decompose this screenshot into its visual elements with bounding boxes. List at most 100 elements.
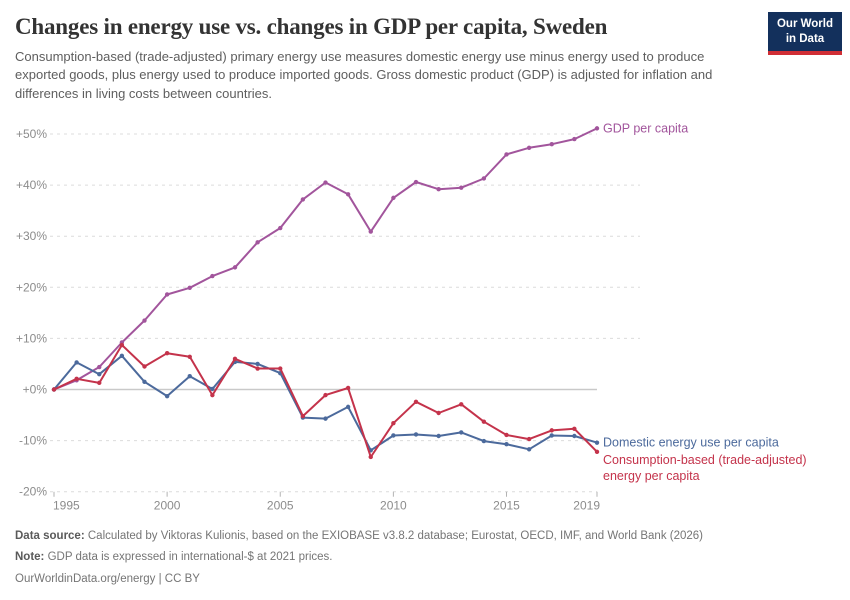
note-label: Note: [15,551,45,564]
data-point-domestic-energy-use-per-capita [391,433,396,438]
data-point-consumption-based-trade-adjusted-energy-per-capita [51,387,57,392]
data-point-consumption-based-trade-adjusted-energy-per-capita [481,419,487,424]
owid-url: OurWorldinData.org/energy | CC BY [15,572,200,585]
data-point-consumption-based-trade-adjusted-energy-per-capita [278,366,283,371]
data-point-gdp-per-capita [572,136,577,142]
data-point-gdp-per-capita [459,185,464,190]
x-axis-label: 2010 [380,499,407,513]
data-point-domestic-energy-use-per-capita [526,447,532,452]
data-point-gdp-per-capita [594,126,600,131]
x-axis-label: 2015 [493,499,520,513]
data-point-gdp-per-capita [345,192,351,197]
data-point-gdp-per-capita [278,225,283,231]
y-axis-label: +50% [16,127,47,141]
data-point-gdp-per-capita [323,180,328,185]
data-point-consumption-based-trade-adjusted-energy-per-capita [74,376,79,381]
data-point-domestic-energy-use-per-capita [255,361,260,367]
data-point-consumption-based-trade-adjusted-energy-per-capita [368,454,373,460]
data-point-gdp-per-capita [413,179,419,185]
data-point-consumption-based-trade-adjusted-energy-per-capita [255,366,260,371]
y-axis-label: +0% [23,383,48,397]
data-point-domestic-energy-use-per-capita [97,371,102,377]
series-label-gdp-per-capita: GDP per capita [603,121,688,135]
data-point-consumption-based-trade-adjusted-energy-per-capita [210,392,215,398]
data-point-consumption-based-trade-adjusted-energy-per-capita [526,436,532,442]
series-label-consumption-based-trade-adjusted-energy-per-capita: energy per capita [603,469,700,483]
data-point-domestic-energy-use-per-capita [436,433,441,439]
chart-header: Changes in energy use vs. changes in GDP… [15,14,755,103]
data-point-domestic-energy-use-per-capita [187,374,192,379]
data-point-consumption-based-trade-adjusted-energy-per-capita [594,449,600,455]
data-point-consumption-based-trade-adjusted-energy-per-capita [436,410,441,416]
data-point-consumption-based-trade-adjusted-energy-per-capita [459,402,464,407]
data-point-gdp-per-capita [481,176,487,181]
data-point-consumption-based-trade-adjusted-energy-per-capita [300,413,306,419]
line-chart: +50% +40% +30% +20% +10% +0% -10% -20% 1995 2000 2… [16,121,807,513]
data-point-domestic-energy-use-per-capita [74,360,79,365]
data-point-consumption-based-trade-adjusted-energy-per-capita [572,426,577,432]
owid-logo-line2: in Data [785,32,825,45]
data-point-gdp-per-capita [526,145,532,150]
chart-subtitle: Consumption-based (trade-adjusted) prima… [15,49,713,101]
series-line-gdp-per-capita [53,127,598,391]
data-point-gdp-per-capita [97,364,102,370]
series-label-consumption-based-trade-adjusted-energy-per-capita: Consumption-based (trade-adjusted) [603,453,807,467]
data-point-gdp-per-capita [504,152,509,157]
y-axis-label: +20% [16,280,47,294]
data-point-domestic-energy-use-per-capita [549,433,554,438]
data-source-label: Data source: [15,530,85,542]
data-point-domestic-energy-use-per-capita [323,416,328,421]
data-source-line: Data source: Calculated by Viktoras Kuli… [15,529,703,544]
data-point-consumption-based-trade-adjusted-energy-per-capita [142,364,147,369]
owid-logo-line1: Our World [776,18,833,30]
data-point-domestic-energy-use-per-capita [345,404,351,410]
data-point-gdp-per-capita [255,240,260,245]
data-point-domestic-energy-use-per-capita [413,432,419,437]
data-point-domestic-energy-use-per-capita [504,441,509,447]
data-point-gdp-per-capita [300,197,306,202]
data-point-gdp-per-capita [142,318,147,323]
data-point-consumption-based-trade-adjusted-energy-per-capita [504,432,509,438]
data-point-consumption-based-trade-adjusted-energy-per-capita [187,354,192,359]
y-axis-label: -20% [19,485,47,499]
data-point-gdp-per-capita [210,273,215,279]
data-point-gdp-per-capita [391,195,396,201]
data-point-domestic-energy-use-per-capita [481,438,487,444]
data-point-consumption-based-trade-adjusted-energy-per-capita [232,356,238,362]
x-axis-label: 1995 [53,499,80,513]
y-axis-label: +40% [16,178,47,192]
owid-logo: Our World in Data [768,12,842,55]
y-axis-label: +10% [16,331,47,345]
note-line: Note: GDP data is expressed in internati… [15,550,703,565]
data-point-consumption-based-trade-adjusted-energy-per-capita [323,392,328,398]
data-point-domestic-energy-use-per-capita [142,379,147,385]
data-point-consumption-based-trade-adjusted-energy-per-capita [119,342,125,348]
data-point-domestic-energy-use-per-capita [594,440,600,445]
x-axis-label: 2019 [573,499,600,513]
data-point-consumption-based-trade-adjusted-energy-per-capita [164,351,170,356]
data-point-domestic-energy-use-per-capita [459,430,464,435]
data-point-consumption-based-trade-adjusted-energy-per-capita [391,421,396,426]
data-point-domestic-energy-use-per-capita [164,393,170,399]
data-point-gdp-per-capita [549,142,554,147]
page-title: Changes in energy use vs. changes in GDP… [15,14,608,39]
data-point-domestic-energy-use-per-capita [210,386,215,392]
note-text: GDP data is expressed in international-$… [44,551,333,564]
x-axis-label: 2000 [154,499,181,513]
data-point-domestic-energy-use-per-capita [119,353,125,358]
x-axis-label: 2005 [267,499,294,513]
data-point-gdp-per-capita [187,285,192,291]
data-point-gdp-per-capita [436,186,441,192]
data-point-gdp-per-capita [368,229,373,234]
data-point-consumption-based-trade-adjusted-energy-per-capita [413,399,419,404]
chart-footer: Data source: Calculated by Viktoras Kuli… [15,529,703,593]
data-point-consumption-based-trade-adjusted-energy-per-capita [97,380,102,386]
data-source-text: Calculated by Viktoras Kulionis, based o… [84,530,704,542]
data-point-domestic-energy-use-per-capita [572,433,577,439]
y-axis-label: -10% [19,434,47,448]
data-point-gdp-per-capita [232,265,238,270]
owid-logo-text: Our World in Data [768,12,842,51]
owid-logo-red-bar [768,50,842,55]
y-axis-label: +30% [16,229,47,243]
data-point-gdp-per-capita [164,292,170,297]
